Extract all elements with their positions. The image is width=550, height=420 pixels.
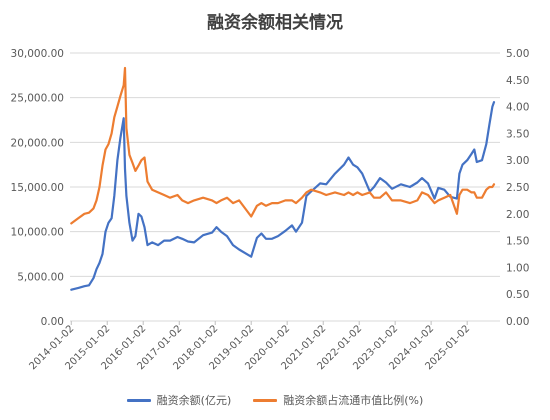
y-right-tick-label: 0.00 — [506, 316, 529, 328]
series-line-financing-ratio — [70, 66, 496, 225]
y-left-tick-label: 20,000.00 — [11, 137, 64, 149]
y-right-tick-label: 3.00 — [506, 155, 529, 167]
legend-swatch-blue — [126, 398, 151, 402]
series-line-financing-balance — [70, 100, 496, 291]
y-right-tick-label: 2.00 — [506, 209, 529, 221]
legend-item-financing-balance: 融资余额(亿元) — [126, 392, 232, 408]
chart-legend: 融资余额(亿元) 融资余额占流通市值比例(%) — [0, 392, 550, 408]
y-right-tick-label: 4.00 — [506, 102, 529, 114]
y-left-tick-label: 30,000.00 — [11, 48, 64, 60]
y-right-tick-label: 5.00 — [506, 48, 529, 60]
y-right-tick-label: 3.50 — [506, 128, 529, 140]
y-left-tick-label: 10,000.00 — [11, 227, 64, 239]
legend-item-financing-ratio: 融资余额占流通市值比例(%) — [253, 392, 423, 408]
y-left-tick-label: 25,000.00 — [11, 93, 64, 105]
legend-label: 融资余额(亿元) — [156, 394, 232, 407]
y-right-tick-label: 4.50 — [506, 75, 529, 87]
legend-swatch-orange — [253, 398, 278, 402]
y-right-tick-label: 1.50 — [506, 236, 529, 248]
y-right-tick-label: 0.50 — [506, 289, 529, 301]
y-left-tick-label: 0.00 — [41, 316, 64, 328]
y-right-tick-label: 2.50 — [506, 182, 529, 194]
y-left-tick-label: 15,000.00 — [11, 182, 64, 194]
y-left-tick-label: 5,000.00 — [17, 271, 64, 283]
chart-title: 融资余额相关情况 — [207, 13, 343, 33]
y-right-tick-label: 1.00 — [506, 262, 529, 274]
legend-label: 融资余额占流通市值比例(%) — [283, 394, 424, 407]
